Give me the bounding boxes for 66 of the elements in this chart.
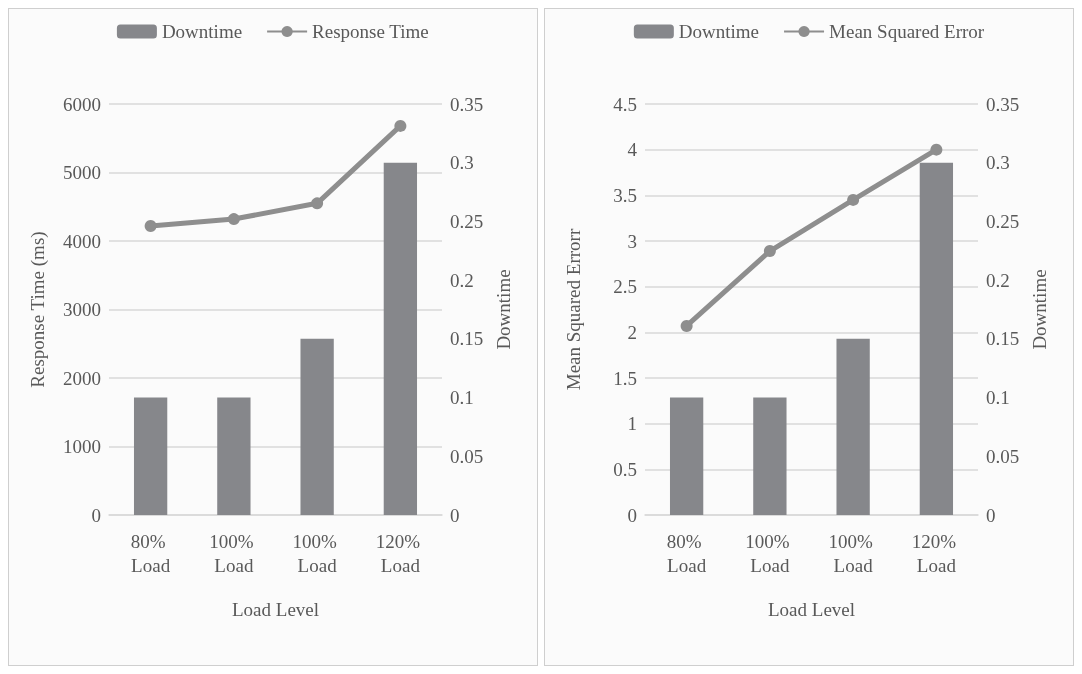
y-tick-label: 2 <box>627 321 637 343</box>
y-tick-label: 0 <box>627 504 637 526</box>
y2-tick-label: 0.05 <box>986 445 1020 467</box>
y2-tick-label: 0.35 <box>986 93 1020 115</box>
y-tick-label: 4000 <box>63 230 101 252</box>
y-tick-label: 2000 <box>63 367 101 389</box>
x-axis-title: Load Level <box>767 599 856 620</box>
point <box>680 319 693 332</box>
point <box>930 143 943 156</box>
legend-label: Downtime <box>161 21 243 42</box>
y-axis-title: Response Time (ms) <box>27 231 49 388</box>
x-tick-label: 100% Load <box>745 530 795 576</box>
legend-label: Mean Squared Error <box>829 21 985 42</box>
y-tick-label: 3000 <box>63 299 101 320</box>
y2-tick-label: 0.3 <box>986 152 1010 174</box>
bar <box>300 338 334 515</box>
y-tick-label: 2.5 <box>613 276 637 298</box>
bar <box>217 397 251 515</box>
x-tick-label: 120% Load <box>375 530 425 576</box>
y-tick-label: 1000 <box>63 436 101 457</box>
y2-tick-label: 0.2 <box>450 269 474 291</box>
x-tick-label: 100% Load <box>828 530 878 576</box>
y2-tick-label: 0.25 <box>986 210 1020 232</box>
bar <box>669 397 704 515</box>
bar <box>383 162 418 515</box>
x-axis-title: Load Level <box>231 599 320 620</box>
point <box>144 219 157 232</box>
y2-tick-label: 0.25 <box>450 210 484 232</box>
x-tick-label: 100% Load <box>292 530 342 576</box>
bar <box>836 338 870 515</box>
y2-tick-label: 0.1 <box>450 387 474 409</box>
y2-tick-label: 0 <box>986 504 996 526</box>
bar <box>753 397 787 515</box>
point <box>227 213 240 226</box>
y2-tick-label: 0.05 <box>450 445 484 467</box>
x-tick-label: 120% Load <box>911 530 961 576</box>
y-tick-label: 3 <box>627 230 637 252</box>
y-tick-label: 3.5 <box>613 184 637 206</box>
point <box>311 197 324 210</box>
y-tick-label: 4 <box>627 139 638 161</box>
y2-axis-title: Downtime <box>1029 269 1051 350</box>
y-tick-label: 6000 <box>63 93 101 115</box>
y-tick-label: 4.5 <box>613 93 637 115</box>
y2-tick-label: 0.35 <box>450 93 484 115</box>
y-tick-label: 1.5 <box>613 367 637 389</box>
y2-tick-label: 0.2 <box>986 269 1010 291</box>
y2-tick-label: 0.15 <box>986 328 1020 350</box>
bar <box>133 397 168 515</box>
legend-label: Response Time <box>312 21 429 42</box>
x-tick-label: 80% Load <box>130 530 171 576</box>
x-tick-label: 100% Load <box>209 530 259 576</box>
y-tick-label: 0 <box>91 504 101 526</box>
point <box>763 245 776 258</box>
point <box>394 119 407 132</box>
legend-label: Downtime <box>678 21 760 42</box>
y-axis-title: Mean Squared Errorr <box>563 228 584 391</box>
y2-tick-label: 0.15 <box>450 328 484 350</box>
y2-tick-label: 0.3 <box>450 152 474 174</box>
y-tick-label: 1 <box>627 413 637 435</box>
y2-tick-label: 0.1 <box>986 387 1010 409</box>
y-tick-label: 5000 <box>63 162 101 183</box>
y2-tick-label: 0 <box>450 504 460 526</box>
point <box>847 193 860 206</box>
x-tick-label: 80% Load <box>666 530 707 576</box>
y-tick-label: 0.5 <box>613 458 637 480</box>
y2-axis-title: Downtime <box>493 269 515 350</box>
